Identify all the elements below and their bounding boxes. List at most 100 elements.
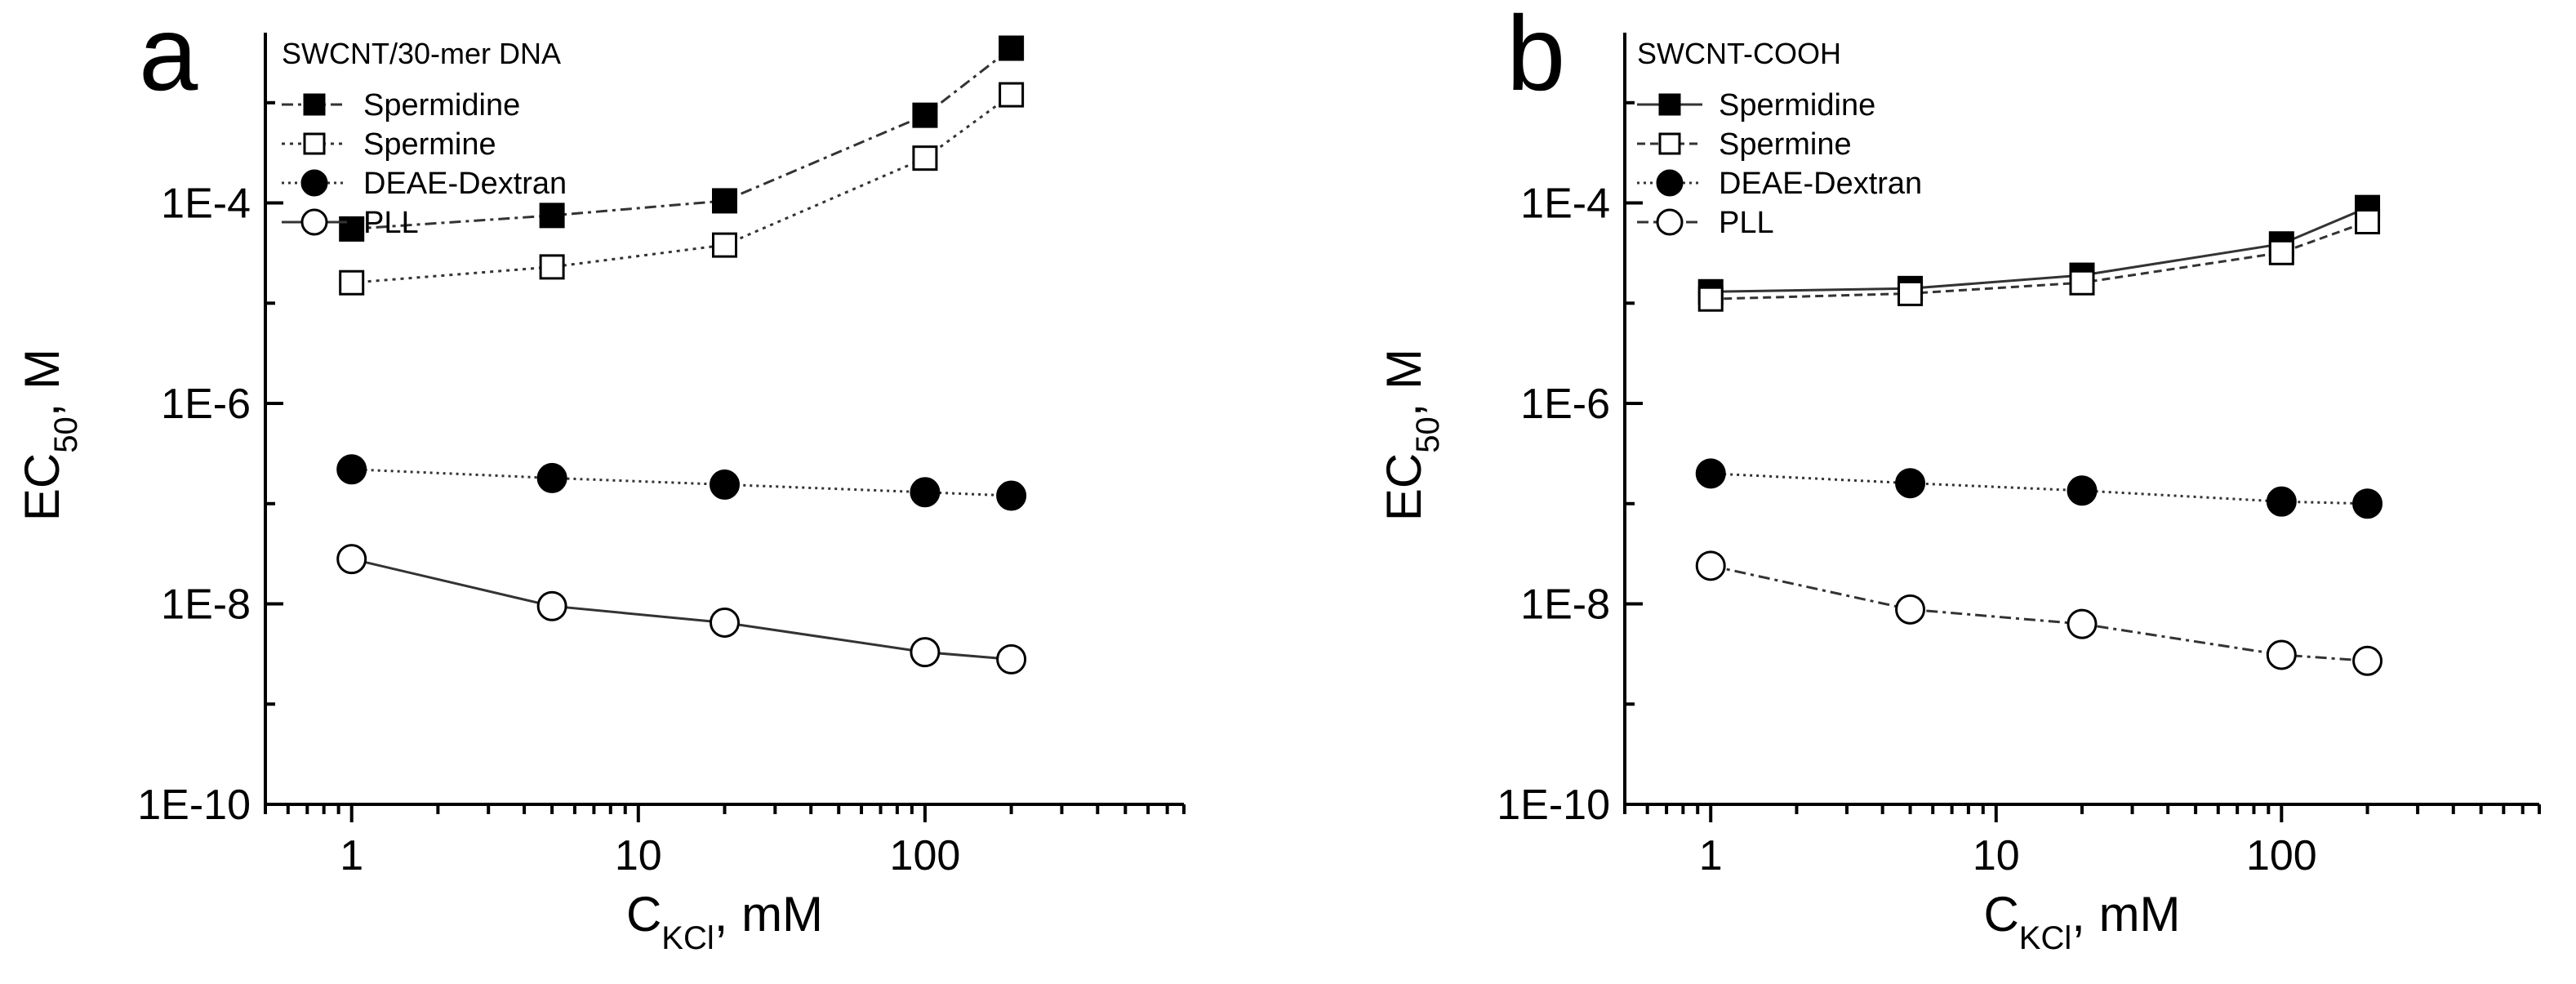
legend-item: Spermidine — [1637, 88, 1875, 122]
series-spermine — [1697, 209, 2381, 312]
legend-label: Spermidine — [1719, 88, 1875, 122]
legend-item: PLL — [1637, 206, 1774, 240]
y-axis-label-main: EC — [1377, 453, 1431, 521]
legend-marker — [1656, 169, 1684, 197]
data-point — [712, 232, 737, 258]
legend-marker — [300, 208, 328, 236]
x-axis-label-sub: KCl — [2019, 920, 2071, 956]
data-point — [536, 590, 567, 621]
data-point — [2067, 608, 2098, 639]
series-line — [351, 93, 1012, 284]
data-point — [999, 35, 1025, 61]
data-point — [910, 477, 941, 508]
data-point — [2069, 269, 2095, 296]
legend-item: Spermine — [1637, 127, 1852, 162]
data-point — [1695, 458, 1726, 489]
legend-label: Spermine — [363, 127, 496, 162]
legend: SWCNT/30-mer DNA Spermidine Spermine DEAE-D… — [282, 37, 567, 240]
y-axis-label-main: EC — [15, 453, 69, 521]
legend-item: DEAE-Dextran — [1637, 167, 1922, 201]
y-tick-label: 1E-10 — [137, 781, 251, 829]
data-point — [710, 469, 740, 500]
legend-marker — [1658, 132, 1681, 155]
data-point — [912, 145, 938, 171]
data-point — [996, 643, 1027, 675]
data-point — [2067, 475, 2098, 506]
legend-marker — [1658, 93, 1681, 116]
data-point — [539, 254, 565, 280]
data-point — [336, 544, 367, 575]
legend-marker — [303, 132, 326, 155]
series-pll — [336, 544, 1027, 675]
y-tick-label: 1E-4 — [1520, 180, 1610, 228]
data-point — [712, 188, 737, 214]
y-tick-label: 1E-4 — [161, 180, 251, 228]
data-point — [336, 454, 367, 485]
data-point — [1697, 286, 1724, 312]
series-deae-dextran — [336, 454, 1027, 511]
data-point — [2352, 488, 2383, 519]
y-axis-label-sub: 50 — [1410, 416, 1446, 453]
data-point — [710, 607, 740, 638]
data-point — [1895, 594, 1926, 625]
series-deae-dextran — [1695, 458, 2383, 519]
data-point — [2266, 486, 2297, 517]
panel-letter: b — [1506, 0, 1565, 113]
series-pll — [1695, 550, 2383, 676]
legend-item: PLL — [282, 206, 419, 240]
y-axis-label-unit: , M — [15, 349, 69, 416]
y-axis-label: EC50, M — [15, 349, 84, 521]
y-axis-label: EC50, M — [1377, 349, 1446, 521]
x-tick-label: 1 — [340, 832, 363, 879]
data-point — [912, 102, 938, 128]
x-axis-label: CKCl, mM — [1983, 887, 2180, 956]
y-axis-label-unit: , M — [1377, 349, 1431, 416]
x-axis-label-unit: , mM — [714, 887, 823, 942]
legend-marker — [1656, 208, 1684, 236]
data-point — [1895, 468, 1926, 499]
panel-a: 1E-10 1E-8 1E-6 1E-4 1 10 100 CKCl, mM EC50, M a S… — [15, 0, 1186, 956]
data-point — [339, 269, 365, 296]
y-tick-label: 1E-10 — [1497, 781, 1610, 829]
y-tick-label: 1E-6 — [1520, 381, 1610, 428]
y-tick-label: 1E-8 — [1520, 581, 1610, 629]
legend-marker — [303, 93, 326, 116]
x-tick-label: 10 — [1973, 832, 2020, 879]
x-tick-label: 1 — [1699, 832, 1723, 879]
legend-label: PLL — [363, 206, 419, 240]
x-axis-label-unit: , mM — [2071, 887, 2180, 942]
legend-item: DEAE-Dextran — [282, 167, 567, 201]
legend-title: SWCNT-COOH — [1637, 37, 1841, 70]
y-tick-label: 1E-6 — [161, 381, 251, 428]
x-axis-label: CKCl, mM — [626, 887, 823, 956]
data-point — [539, 203, 565, 229]
data-point — [2266, 639, 2297, 670]
legend-label: PLL — [1719, 206, 1774, 240]
data-point — [999, 82, 1025, 108]
data-point — [2352, 645, 2383, 676]
data-point — [2355, 209, 2381, 235]
legend: SWCNT-COOH Spermidine Spermine DEAE-Dextran… — [1637, 37, 1922, 240]
y-axis-label-sub: 50 — [48, 416, 84, 453]
legend-label: DEAE-Dextran — [363, 167, 567, 201]
legend-marker — [300, 169, 328, 197]
y-tick-label: 1E-8 — [161, 581, 251, 629]
x-tick-label: 10 — [615, 832, 662, 879]
legend-label: Spermine — [1719, 127, 1852, 162]
x-tick-label: 100 — [890, 832, 961, 879]
legend-label: Spermidine — [363, 88, 520, 122]
panel-letter: a — [139, 0, 198, 113]
data-point — [910, 637, 941, 668]
x-axis-label-main: C — [626, 887, 661, 942]
x-tick-label: 100 — [2246, 832, 2317, 879]
data-point — [996, 480, 1027, 511]
data-point — [2268, 239, 2294, 265]
x-axis-label-main: C — [1983, 887, 2018, 942]
series-spermine — [339, 82, 1025, 296]
data-point — [536, 462, 567, 493]
data-point — [1695, 550, 1726, 581]
legend-label: DEAE-Dextran — [1719, 167, 1922, 201]
legend-item: Spermine — [282, 127, 496, 162]
